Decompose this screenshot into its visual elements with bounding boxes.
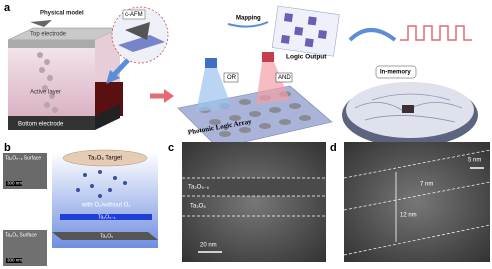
panel-c: c Ta₂O₅₋ₓ Ta₂O₅ 20 nm [168, 142, 326, 262]
text: 20 nm [200, 243, 217, 249]
text: 300 nm [7, 258, 22, 263]
text: Ta₂O₅ [100, 233, 113, 239]
text: Mapping [236, 16, 261, 22]
cafm-sample [118, 35, 165, 52]
text: Ta₂O₅ Target [88, 156, 122, 162]
oxide-x-layer [60, 214, 152, 220]
lamp [205, 58, 217, 68]
scale-box [6, 181, 22, 186]
text: Physical model [40, 11, 84, 17]
tem-image [344, 142, 490, 262]
blue-light [196, 68, 232, 112]
filament [37, 52, 58, 113]
text: Ta₂O₅₋ₓ Surface [5, 155, 41, 161]
afm-tip [30, 20, 52, 27]
tem-image [182, 142, 326, 262]
text: In-memory [380, 70, 411, 76]
text: Ta₂O₅ [190, 204, 206, 210]
arrow-head [106, 70, 120, 84]
text: c-AFM [125, 12, 143, 18]
lamp [262, 52, 274, 62]
text: 12 nm [400, 213, 417, 219]
logic-output-grid [271, 5, 340, 57]
text: Logic Output [286, 54, 327, 61]
text: 5 nm [468, 158, 481, 164]
arrow-head [164, 89, 174, 103]
target [62, 149, 148, 167]
bottom-side [95, 104, 120, 130]
label-box [375, 65, 417, 79]
text: AND [278, 75, 291, 81]
text: 7 nm [420, 182, 433, 188]
text: Bottom electrode [18, 122, 64, 128]
red-light [256, 62, 290, 104]
panel-b: b Ta₂O₅ Target with O₂/without O₂ Ta₂O₅₋… [3, 142, 158, 266]
panel-label: b [4, 142, 11, 154]
text: Top electrode [30, 32, 67, 38]
panel-label: c [168, 142, 174, 154]
text: Ta₂O₅₋ₓ [98, 214, 116, 220]
text: Ta₂O₅₋ₓ [188, 185, 209, 191]
core [402, 105, 414, 113]
arrow [348, 28, 397, 42]
text: OR [227, 75, 237, 81]
cafm-box [122, 9, 146, 20]
particles [76, 170, 127, 198]
text: Active layer [30, 90, 61, 96]
bottom-electrode [8, 116, 95, 130]
gate [223, 72, 239, 83]
panel-label: d [330, 142, 337, 154]
text: 300 nm [7, 181, 22, 186]
panel-a: a Physical model Top electrode Active la… [4, 2, 478, 149]
text: Ta₂O₅ Surface [5, 232, 37, 238]
pulse-train [400, 25, 472, 41]
arrow [227, 21, 269, 28]
gate [275, 72, 293, 83]
cafm-tip [125, 22, 150, 40]
panel-label: a [4, 2, 11, 14]
text: with O₂/without O₂ [81, 203, 131, 209]
layer [182, 178, 326, 196]
arrow [111, 58, 130, 78]
scale-box [6, 258, 22, 263]
panel-d: d 7 nm 12 nm 5 nm [330, 142, 491, 262]
oxide-layer [52, 232, 158, 240]
top-electrode-side [8, 40, 95, 48]
active-layer [8, 48, 95, 116]
